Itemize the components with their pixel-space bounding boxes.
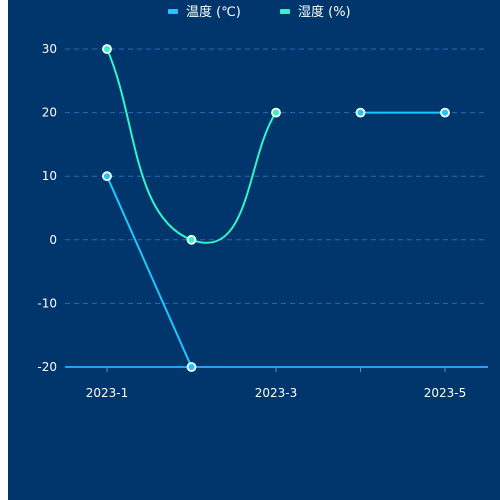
legend-label: 湿度 (%) (298, 4, 351, 20)
x-tick-label: 2023-1 (86, 386, 129, 400)
x-tick-label: 2023-5 (424, 386, 467, 400)
data-point[interactable] (186, 234, 197, 245)
y-tick-label: -10 (37, 296, 57, 310)
legend[interactable]: 温度 (℃) 湿度 (%) (168, 4, 351, 20)
data-point[interactable] (186, 362, 197, 372)
series-line-1 (106, 48, 277, 244)
line-chart-svg: -20 -10 0 10 20 30 2023-1 2023-3 2023-5 温度 (℃) 湿度… (37, 4, 488, 400)
y-tick-label: 0 (49, 233, 57, 247)
chart: -20 -10 0 10 20 30 2023-1 2023-3 2023-5 温度 (℃) 湿度… (8, 0, 500, 500)
y-tick-label: 30 (42, 42, 57, 56)
legend-item-1[interactable]: 湿度 (%) (280, 4, 351, 20)
legend-swatch (168, 9, 178, 14)
axis-layer: -20 -10 0 10 20 30 2023-1 2023-3 2023-5 (37, 42, 488, 400)
data-point[interactable] (102, 44, 112, 54)
x-tick-label: 2023-3 (255, 386, 298, 400)
line-layer (106, 48, 445, 368)
data-point[interactable] (102, 171, 112, 182)
series-line-0 (106, 175, 193, 368)
y-tick-label: 20 (42, 106, 57, 120)
point-layer (102, 44, 450, 372)
y-tick-label: -20 (37, 360, 57, 374)
grid-layer (65, 48, 488, 304)
legend-item-0[interactable]: 温度 (℃) (168, 4, 241, 20)
legend-label: 温度 (℃) (186, 4, 241, 20)
legend-swatch (280, 9, 290, 14)
data-point[interactable] (440, 107, 450, 118)
y-tick-label: 10 (42, 169, 57, 183)
data-point[interactable] (355, 107, 366, 118)
data-point[interactable] (271, 107, 281, 118)
